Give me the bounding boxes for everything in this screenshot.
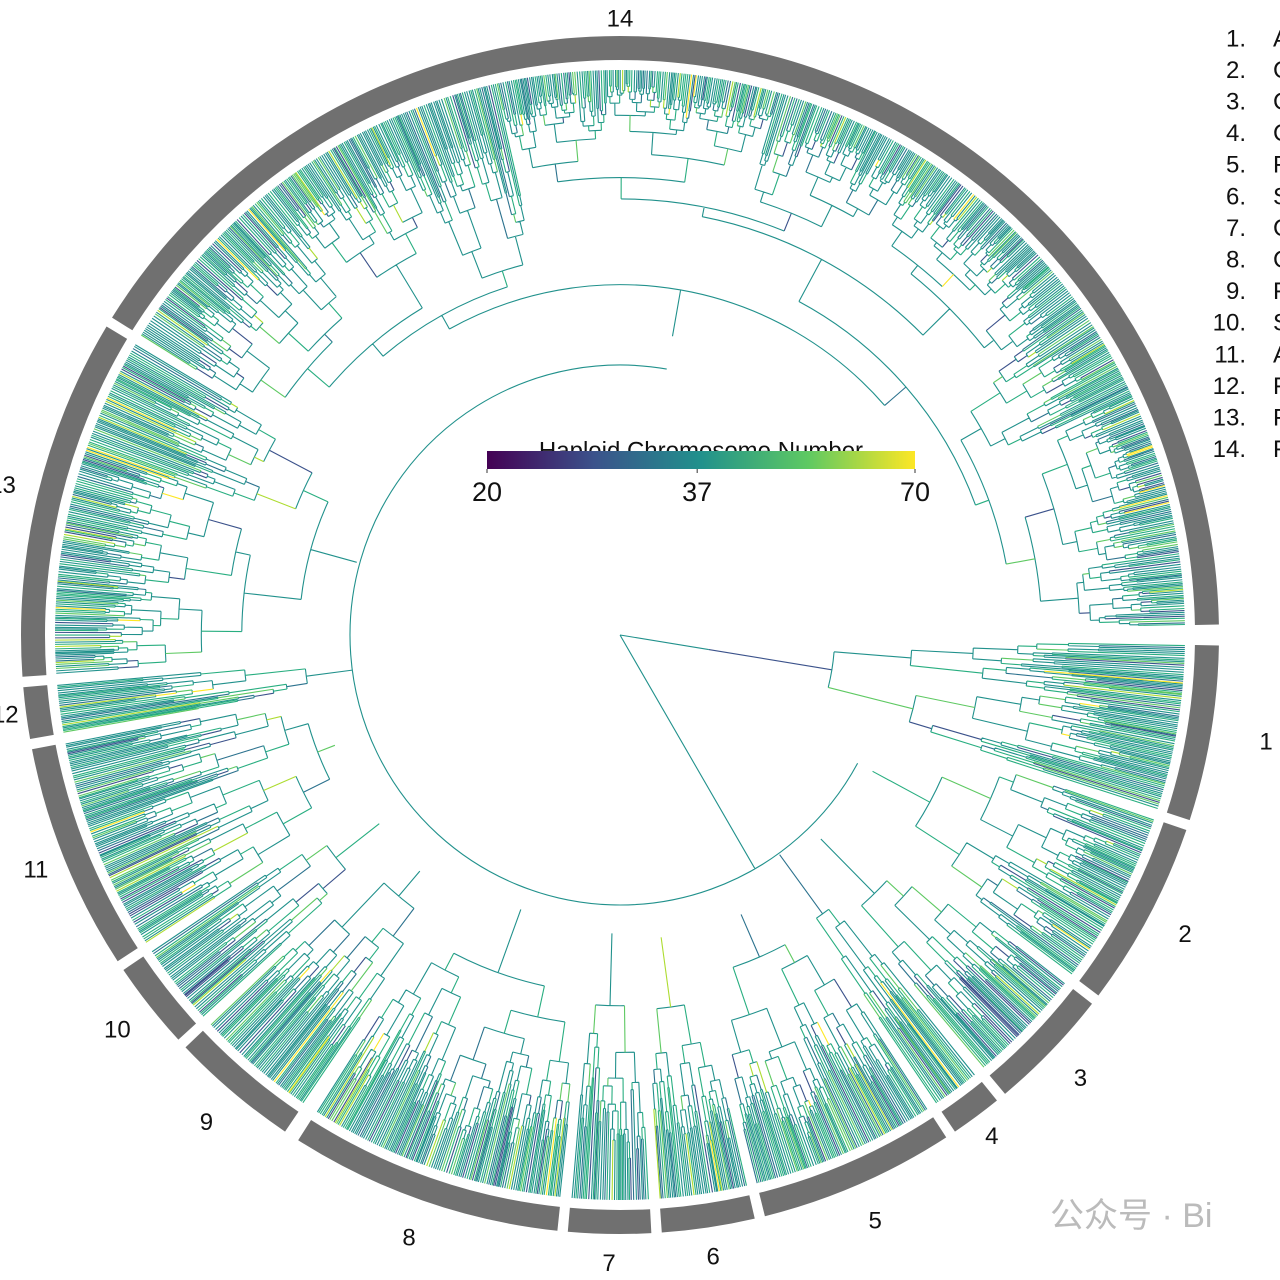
legend-name: F [1273, 405, 1280, 432]
clade-label: 12 [0, 701, 19, 728]
legend-number: 12. [1213, 373, 1246, 400]
clade-arc [123, 956, 197, 1040]
legend-number: 7. [1226, 215, 1246, 242]
legend-number: 13. [1213, 405, 1246, 432]
clade-arc [989, 989, 1093, 1094]
clade-label: 1 [1259, 728, 1272, 755]
branches [55, 70, 1184, 1200]
branches [54, 70, 1185, 1201]
legend-number: 2. [1226, 57, 1246, 84]
legend-name: F [1273, 152, 1280, 179]
clade-arc [941, 1081, 997, 1132]
legend-name: F [1273, 278, 1280, 305]
clade-label: 11 [23, 856, 48, 883]
clade-arc [660, 1195, 755, 1233]
legend-number: 4. [1226, 120, 1246, 147]
legend-number: 6. [1226, 183, 1246, 210]
legend-name: C [1273, 57, 1280, 84]
colorbar [487, 451, 915, 469]
clade-arc [567, 1207, 652, 1234]
clade-label: 2 [1178, 921, 1191, 948]
clade-label: 14 [607, 5, 634, 32]
branches [55, 70, 1185, 1199]
clade-label: 4 [985, 1123, 998, 1150]
colorbar-tick-label: 20 [472, 477, 502, 507]
clade-arc [298, 1119, 560, 1231]
legend-number: 1. [1226, 25, 1246, 52]
colorbar-tick-label: 70 [900, 477, 930, 507]
clade-arc [185, 1030, 299, 1132]
legend-number: 14. [1213, 436, 1246, 463]
legend-number: 10. [1213, 310, 1246, 337]
legend-name: A [1273, 25, 1280, 52]
colorbar-ticks: 20 37 70 [472, 469, 930, 507]
clade-label: 5 [869, 1207, 882, 1234]
legend-number: 9. [1226, 278, 1246, 305]
clade-label: 13 [0, 472, 16, 499]
branches [55, 70, 1185, 1200]
legend: 1.A2.C3.C4.C5.F6.S7.C8.C9.F10.S11.A12.F1… [1213, 25, 1280, 463]
clade-label: 8 [402, 1225, 415, 1252]
phylogeny [54, 69, 1185, 1201]
clade-arc [1079, 822, 1187, 996]
clade-label: 6 [706, 1243, 719, 1270]
clade-ring: 1234567891011121314 [0, 5, 1273, 1277]
legend-name: C [1273, 120, 1280, 147]
watermark: 公众号 · Bi [1050, 1197, 1212, 1235]
clade-arc [32, 744, 138, 962]
legend-name: S [1273, 310, 1280, 337]
legend-name: C [1273, 215, 1280, 242]
legend-number: 8. [1226, 247, 1246, 274]
colorbar-tick-label: 37 [682, 477, 712, 507]
legend-number: 5. [1226, 152, 1246, 179]
clade-label: 10 [104, 1017, 131, 1044]
clade-arc [20, 326, 128, 677]
branches [55, 70, 1185, 1200]
branches [55, 74, 1183, 1196]
legend-number: 11. [1214, 341, 1246, 368]
legend-name: C [1273, 89, 1280, 116]
legend-name: A [1273, 341, 1280, 368]
clade-arc [1166, 645, 1219, 821]
legend-name: C [1273, 247, 1280, 274]
clade-arc [23, 685, 54, 740]
clade-arc [759, 1117, 947, 1217]
legend-name: F [1273, 436, 1280, 463]
legend-number: 3. [1226, 89, 1246, 116]
legend-name: F [1273, 373, 1280, 400]
legend-name: S [1273, 183, 1280, 210]
clade-label: 3 [1074, 1065, 1087, 1092]
clade-label: 9 [200, 1109, 213, 1136]
clade-label: 7 [602, 1250, 615, 1277]
